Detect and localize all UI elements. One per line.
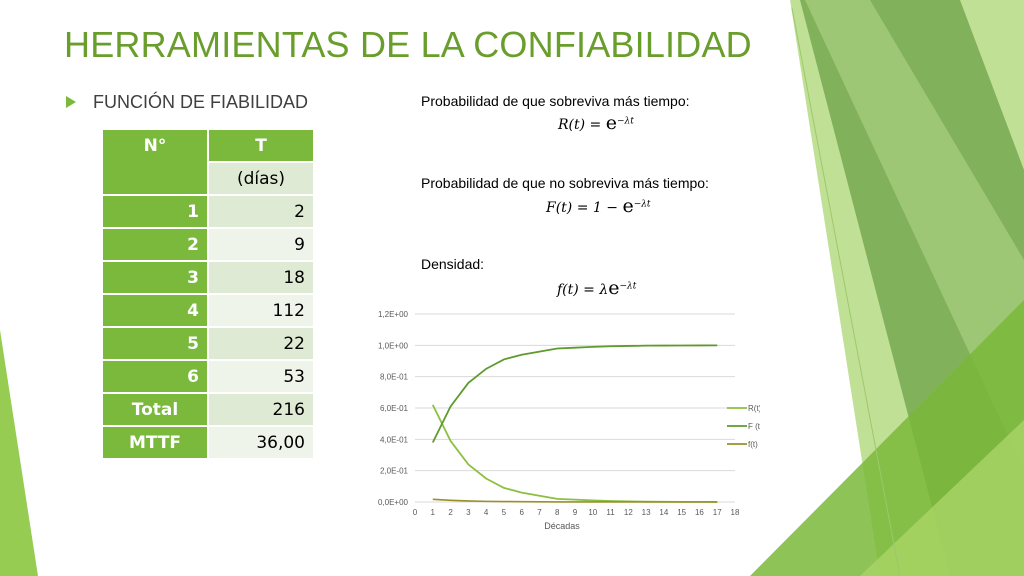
row-n: 1	[101, 194, 209, 229]
x-tick-label: 17	[713, 508, 722, 517]
euler-symbol: e	[605, 112, 617, 134]
x-tick-label: 18	[731, 508, 740, 517]
formula-title-unreliability: Probabilidad de que no sobreviva más tie…	[421, 175, 709, 191]
x-tick-label: 3	[466, 508, 471, 517]
table-row: 6 53	[101, 359, 315, 394]
header-n: N°	[101, 128, 209, 196]
y-tick-label: 6,0E-01	[380, 404, 409, 413]
x-tick-label: 13	[642, 508, 651, 517]
header-unit: (días)	[207, 161, 315, 196]
formula-lhs: f(t) = λ	[557, 282, 609, 298]
y-tick-label: 8,0E-01	[380, 373, 409, 382]
table-row: 4 112	[101, 293, 315, 328]
right-light-panel	[805, 0, 1024, 470]
mttf-value: 36,00	[207, 425, 315, 460]
legend-label: F (t)	[748, 422, 760, 431]
legend-label: f(t)	[748, 440, 758, 449]
series-line-1	[431, 404, 718, 503]
x-tick-label: 15	[677, 508, 686, 517]
formula-reliability: R(t) = e−λt	[558, 112, 634, 134]
y-tick-label: 4,0E-01	[380, 435, 409, 444]
bottom-light-triangle	[860, 420, 1024, 576]
formula-exponent: −λt	[616, 116, 634, 127]
x-tick-label: 9	[573, 508, 578, 517]
total-label: Total	[101, 392, 209, 427]
x-tick-label: 8	[555, 508, 560, 517]
decor-thin-line	[791, 7, 901, 576]
formula-density: f(t) = λe−λt	[557, 277, 636, 299]
left-green-shape	[0, 330, 38, 576]
legend-label: R(t)	[748, 404, 760, 413]
table-row: 5 22	[101, 326, 315, 361]
row-t: 22	[207, 326, 315, 361]
row-n: 2	[101, 227, 209, 262]
x-axis-label: Décadas	[544, 521, 580, 531]
bullet-text: FUNCIÓN DE FIABILIDAD	[93, 92, 309, 112]
row-t: 2	[207, 194, 315, 229]
formula-lhs: R(t) =	[558, 117, 606, 133]
x-tick-label: 14	[659, 508, 668, 517]
row-t: 18	[207, 260, 315, 295]
x-tick-label: 6	[519, 508, 524, 517]
row-t: 9	[207, 227, 315, 262]
row-n: 6	[101, 359, 209, 394]
y-tick-label: 0,0E+00	[378, 498, 409, 507]
y-tick-label: 1,2E+00	[378, 310, 409, 319]
reliability-chart: 0,0E+00 2,0E-01 4,0E-01 6,0E-01 8,0E-01 1,0E+…	[378, 310, 760, 531]
row-n: 5	[101, 326, 209, 361]
row-t: 112	[207, 293, 315, 328]
x-tick-label: 16	[695, 508, 704, 517]
x-tick-label: 7	[537, 508, 542, 517]
y-tick-label: 1,0E+00	[378, 341, 409, 350]
table-row-mttf: MTTF 36,00	[101, 425, 315, 460]
euler-symbol: e	[608, 277, 620, 299]
formula-unreliability: F(t) = 1 − e−λt	[546, 195, 651, 217]
x-tick-label: 5	[502, 508, 507, 517]
x-tick-label: 10	[588, 508, 597, 517]
table-row: 1 2	[101, 194, 315, 229]
total-value: 216	[207, 392, 315, 427]
x-tick-label: 4	[484, 508, 489, 517]
table-row: 3 18	[101, 260, 315, 295]
x-tick-label: 11	[606, 508, 615, 517]
table-row-total: Total 216	[101, 392, 315, 427]
x-tick-label: 1	[431, 508, 436, 517]
series-line-2	[431, 344, 718, 443]
header-t: T	[207, 128, 315, 163]
x-tick-label: 2	[448, 508, 453, 517]
formula-lhs: F(t) = 1 −	[546, 200, 623, 216]
formula-title-reliability: Probabilidad de que sobreviva más tiempo…	[421, 93, 690, 109]
table-row: 2 9	[101, 227, 315, 262]
euler-symbol: e	[622, 195, 634, 217]
row-t: 53	[207, 359, 315, 394]
formula-title-density: Densidad:	[421, 256, 485, 272]
row-n: 4	[101, 293, 209, 328]
slide-title: HERRAMIENTAS DE LA CONFIABILIDAD	[64, 24, 752, 65]
formula-exponent: −λt	[619, 281, 637, 292]
x-tick-label: 12	[624, 508, 633, 517]
formula-exponent: −λt	[633, 199, 651, 210]
series-line-3	[432, 498, 718, 503]
y-tick-label: 2,0E-01	[380, 467, 409, 476]
mttf-label: MTTF	[101, 425, 209, 460]
x-tick-label: 0	[413, 508, 418, 517]
bullet-arrow-icon	[66, 96, 76, 108]
reliability-table: N° T (días) 1 2 2 9 3 18 4 112 5 22 6 53…	[101, 128, 315, 460]
row-n: 3	[101, 260, 209, 295]
